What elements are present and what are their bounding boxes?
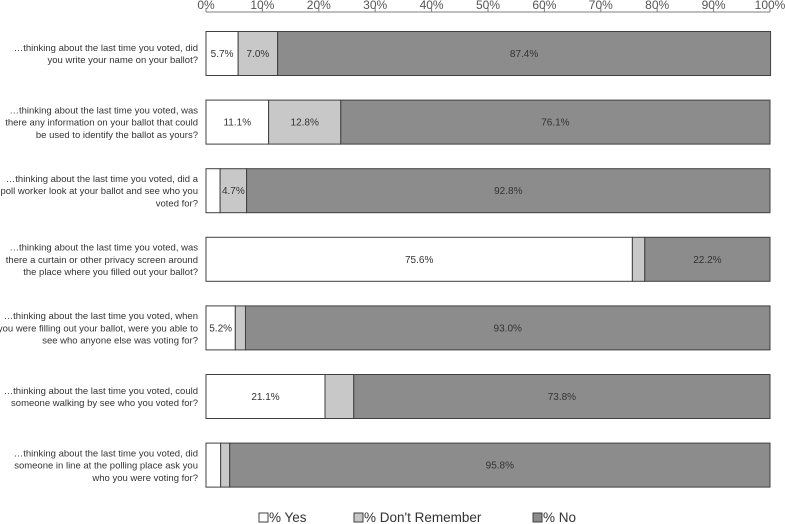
data-label: 22.2% bbox=[693, 255, 721, 266]
category-label: who you were voting for? bbox=[91, 473, 198, 484]
bars-layer: 5.7% 7.0% 87.4% 11.1% 12.8% 76.1% 4.7% 92.8% 75.… bbox=[205, 31, 772, 488]
category-label: someone in line at the polling place ask… bbox=[14, 461, 198, 472]
dont-remember-segment bbox=[220, 442, 231, 488]
yes-segment bbox=[205, 442, 222, 488]
category-label: …thinking about the last time you voted,… bbox=[9, 243, 198, 254]
data-label: 4.7% bbox=[222, 186, 245, 197]
category-label: the place where you filled out your ball… bbox=[23, 267, 198, 278]
data-label: 73.8% bbox=[548, 392, 576, 403]
data-label: 95.8% bbox=[486, 461, 514, 472]
dont-remember-segment bbox=[268, 99, 342, 145]
category-label: you were filling out your ballot, were y… bbox=[0, 323, 198, 334]
category-label: there a curtain or other privacy screen … bbox=[6, 255, 198, 266]
x-tick-label: 80% bbox=[645, 0, 669, 12]
category-label: …thinking about the last time you voted,… bbox=[9, 105, 198, 116]
yes-segment bbox=[205, 236, 633, 282]
x-tick-label: 20% bbox=[307, 0, 331, 12]
no-segment bbox=[353, 374, 771, 419]
yes-segment bbox=[205, 31, 239, 76]
category-labels: …thinking about the last time you voted,… bbox=[0, 43, 199, 484]
data-label: 5.7% bbox=[211, 49, 234, 60]
x-tick-label: 0% bbox=[197, 0, 215, 12]
legend-label: % Don't Remember bbox=[364, 510, 482, 524]
legend-swatch bbox=[353, 512, 364, 523]
axis-layer: 0% 10% 20% 30% 40% 50% 60% 70% 80% 90% 100% bbox=[197, 0, 785, 13]
category-label: see who anyone else was voting for? bbox=[42, 336, 198, 347]
category-label: …thinking about the last time you voted,… bbox=[6, 174, 199, 185]
dont-remember-segment bbox=[234, 305, 246, 351]
data-label: 93.0% bbox=[494, 323, 522, 334]
category-label: …thinking about the last time you voted,… bbox=[4, 386, 198, 397]
legend-swatch bbox=[532, 512, 543, 523]
category-label: poll worker look at your ballot and see … bbox=[0, 186, 198, 197]
dont-remember-segment bbox=[237, 31, 279, 76]
x-tick-label: 30% bbox=[363, 0, 387, 12]
x-tick-label: 70% bbox=[589, 0, 613, 12]
dont-remember-segment bbox=[631, 236, 646, 282]
data-label: 21.1% bbox=[251, 392, 279, 403]
data-label: 5.2% bbox=[209, 323, 232, 334]
no-segment bbox=[244, 305, 771, 351]
no-segment bbox=[229, 442, 771, 488]
category-label: …thinking about the last time you voted,… bbox=[4, 311, 198, 322]
yes-segment bbox=[205, 99, 270, 145]
category-label: …thinking about the last time you voted,… bbox=[14, 43, 198, 54]
no-segment bbox=[246, 168, 771, 214]
category-label: voted for? bbox=[156, 198, 198, 209]
yes-segment bbox=[205, 374, 326, 419]
data-label: 11.1% bbox=[223, 118, 251, 129]
data-label: 87.4% bbox=[510, 49, 538, 60]
x-tick-label: 60% bbox=[532, 0, 556, 12]
data-label: 12.8% bbox=[291, 118, 319, 129]
x-tick-label: 40% bbox=[420, 0, 444, 12]
category-label: someone walking by see who you voted for… bbox=[11, 398, 198, 409]
data-label: 7.0% bbox=[246, 49, 269, 60]
data-label: 75.6% bbox=[405, 255, 433, 266]
legend-label: % No bbox=[543, 510, 576, 524]
legend-label: % Yes bbox=[269, 510, 307, 524]
category-label: …thinking about the last time you voted,… bbox=[14, 448, 198, 459]
x-tick-label: 50% bbox=[476, 0, 500, 12]
category-label: there any information on your ballot tha… bbox=[5, 118, 198, 129]
yes-segment bbox=[205, 305, 236, 351]
data-label: 92.8% bbox=[494, 186, 522, 197]
yes-segment bbox=[205, 168, 221, 214]
x-tick-label: 100% bbox=[755, 0, 785, 12]
legend: % Yes % Don't Remember % No bbox=[258, 510, 576, 524]
data-label: 76.1% bbox=[541, 118, 569, 129]
category-label: be used to identify the ballot as yours? bbox=[36, 130, 198, 141]
category-label: you write your name on your ballot? bbox=[48, 55, 199, 66]
dont-remember-segment bbox=[219, 168, 248, 214]
no-segment bbox=[644, 236, 771, 282]
no-segment bbox=[340, 99, 771, 145]
x-tick-label: 90% bbox=[702, 0, 726, 12]
dont-remember-segment bbox=[324, 374, 355, 419]
legend-swatch bbox=[258, 512, 269, 523]
x-tick-label: 10% bbox=[250, 0, 274, 12]
no-segment bbox=[277, 31, 772, 76]
